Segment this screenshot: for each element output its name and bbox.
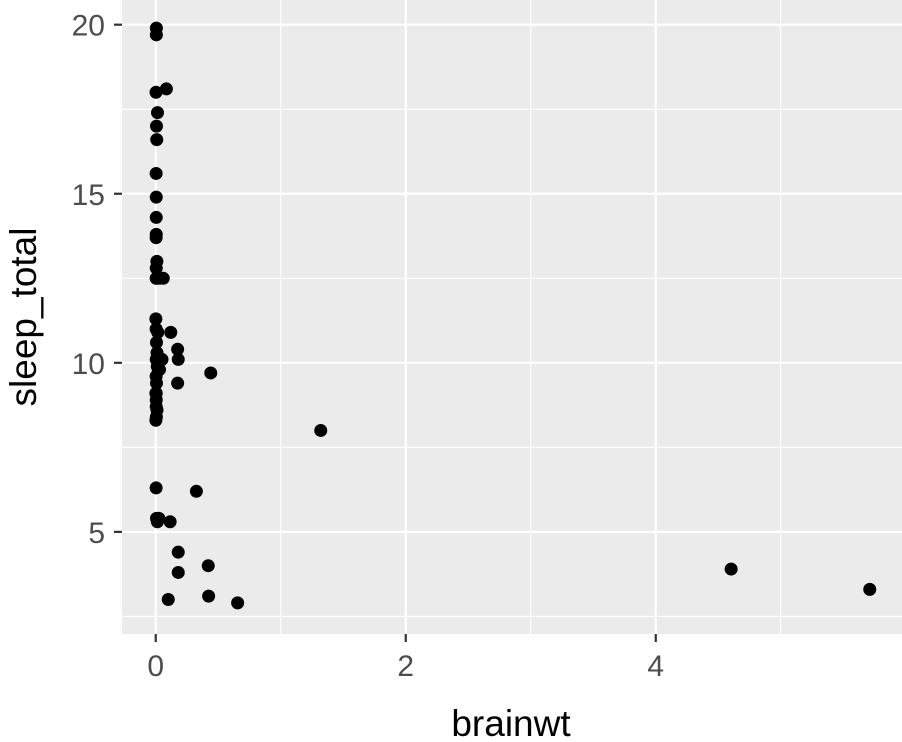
- data-point: [150, 403, 164, 417]
- data-point: [149, 28, 163, 42]
- data-point: [161, 593, 175, 607]
- data-point: [159, 82, 173, 96]
- y-axis-title: sleep_total: [3, 228, 44, 407]
- data-point: [314, 423, 328, 437]
- x-tick-label: 0: [147, 650, 164, 683]
- x-axis-title: brainwt: [451, 703, 571, 742]
- data-point: [204, 366, 218, 380]
- data-point: [189, 484, 203, 498]
- data-point: [149, 261, 163, 275]
- x-axis: 0 2 4: [147, 634, 664, 683]
- y-tick-label: 20: [72, 10, 105, 43]
- minor-gridlines: [122, 0, 902, 634]
- data-point: [149, 190, 163, 204]
- data-point: [150, 133, 164, 147]
- data-point: [201, 559, 215, 573]
- data-point: [171, 352, 185, 366]
- y-tick-label: 5: [88, 517, 105, 550]
- data-point: [151, 325, 165, 339]
- data-point: [149, 231, 163, 245]
- x-tick-label: 4: [647, 650, 664, 683]
- data-point: [151, 356, 165, 370]
- data-point: [171, 545, 185, 559]
- data-point: [202, 589, 216, 603]
- y-axis: 5 10 15 20: [72, 10, 122, 550]
- data-point: [151, 106, 164, 120]
- data-point: [149, 413, 163, 427]
- data-point: [149, 481, 163, 495]
- data-point: [149, 210, 163, 224]
- data-point: [149, 312, 163, 326]
- data-point: [163, 515, 177, 529]
- y-tick-label: 10: [72, 348, 105, 381]
- plot-panel: [122, 0, 902, 634]
- data-point: [150, 376, 163, 390]
- data-point: [863, 582, 877, 596]
- data-point: [150, 119, 163, 133]
- data-point: [149, 166, 163, 180]
- data-points: [149, 21, 877, 610]
- data-point: [150, 336, 163, 350]
- data-point: [149, 85, 163, 99]
- x-tick-label: 2: [397, 650, 414, 683]
- data-point: [171, 342, 185, 356]
- data-point: [152, 511, 166, 525]
- major-gridlines: [122, 0, 902, 634]
- data-point: [149, 393, 163, 407]
- data-point: [171, 376, 185, 390]
- data-point: [724, 562, 738, 576]
- data-point: [164, 325, 178, 339]
- y-tick-label: 15: [72, 179, 105, 212]
- data-point: [231, 596, 245, 610]
- data-point: [171, 565, 185, 579]
- data-point: [156, 271, 170, 285]
